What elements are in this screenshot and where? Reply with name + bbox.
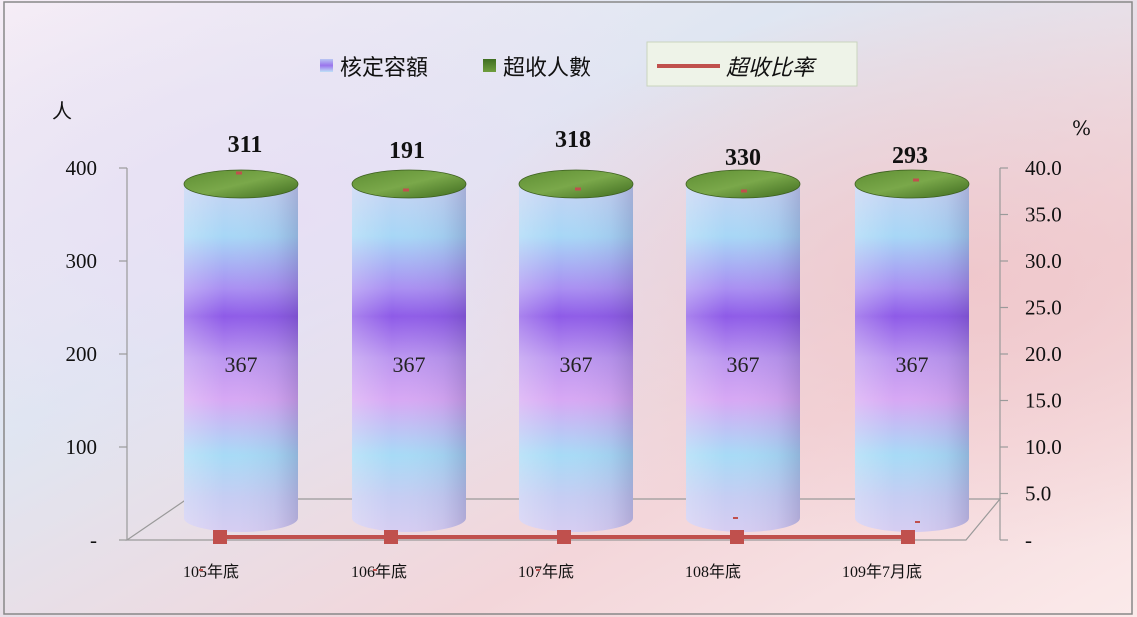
ratio-point [557,530,571,544]
bar-overflow-label: 330 [725,145,761,171]
ratio-marker-dash [373,569,377,571]
cylinder-bar [351,169,467,532]
right-axis-tick-label: 25.0 [1025,296,1062,320]
ratio-point [213,530,227,544]
legend-label-overflow: 超收人數 [503,56,591,81]
bar-capacity-label: 367 [560,352,593,377]
data-labels: 367 311 105年底 367 191 106年底 367 318 107年底 367 330 1… [183,127,929,581]
cylinder-bar [518,169,634,532]
legend-label-capacity: 核定容額 [340,56,428,81]
bar-overflow-label: 293 [892,143,928,169]
right-axis-tick-label: - [1025,528,1032,552]
axes: - 100 200 300 400 - 5.0 10.0 15.0 20.0 25.0 30.0 35.… [66,156,1062,552]
right-axis-tick-label: 35.0 [1025,203,1062,227]
bar-overflow-label: 318 [555,127,591,153]
category-label: 107年底 [518,563,574,581]
ratio-marker-top [403,188,409,192]
ratio-point [901,530,915,544]
bar-shading [519,184,633,532]
ratio-marker-top [575,187,581,191]
category-label: 105年底 [183,563,239,581]
ratio-marker-dash [199,569,203,571]
left-axis-tick-label: - [90,528,97,552]
ratio-line [213,530,915,544]
ratio-point [384,530,398,544]
bar-capacity-label: 367 [225,352,258,377]
cylinder-bar [183,169,299,532]
right-axis-tick-label: 30.0 [1025,249,1062,273]
legend-swatch-capacity [320,59,333,72]
left-axis-tick-label: 400 [66,156,98,180]
right-axis-tick-label: 40.0 [1025,156,1062,180]
bar-overflow-label: 311 [228,132,263,158]
ratio-marker-top [741,189,747,193]
bar-capacity-label: 367 [896,352,929,377]
bar-shading [352,184,466,532]
category-label: 109年7月底 [842,563,922,581]
right-axis-tick-label: 10.0 [1025,435,1062,459]
bar-overflow-label: 191 [389,138,425,164]
category-label: 108年底 [685,563,741,581]
bar-overflow-cap [183,169,299,199]
bar-shading [686,184,800,532]
right-axis-unit: % [1072,116,1091,140]
cylinder-bar [685,169,801,532]
bar-overflow-cap [351,169,467,199]
ratio-marker-small [733,517,738,519]
left-axis-tick-label: 200 [66,342,98,366]
category-label: 106年底 [351,563,407,581]
legend-label-ratio: 超收比率 [726,56,817,81]
bar-overflow-cap [854,169,970,199]
bar-shading [184,184,298,532]
bar-shading [855,184,969,532]
cylinder-bar [854,169,970,532]
ratio-marker-top [236,171,242,175]
left-axis-unit: 人 [52,99,72,123]
ratio-marker-top [913,178,919,182]
bars [183,169,970,532]
left-axis-tick-label: 100 [66,435,98,459]
right-axis-tick-label: 15.0 [1025,389,1062,413]
bar-capacity-label: 367 [727,352,760,377]
right-axis-tick-label: 5.0 [1025,482,1051,506]
ratio-point [730,530,744,544]
ratio-marker-dash [536,569,540,571]
chart-border [3,1,1133,615]
left-axis-tick-label: 300 [66,249,98,273]
ratio-marker-small [915,521,920,523]
legend: 核定容額 超收人數 超收比率 [320,41,858,87]
bar-capacity-label: 367 [393,352,426,377]
right-axis-tick-label: 20.0 [1025,342,1062,366]
legend-swatch-overflow [483,59,496,72]
bar-overflow-cap [685,169,801,199]
bar-overflow-cap [518,169,634,199]
